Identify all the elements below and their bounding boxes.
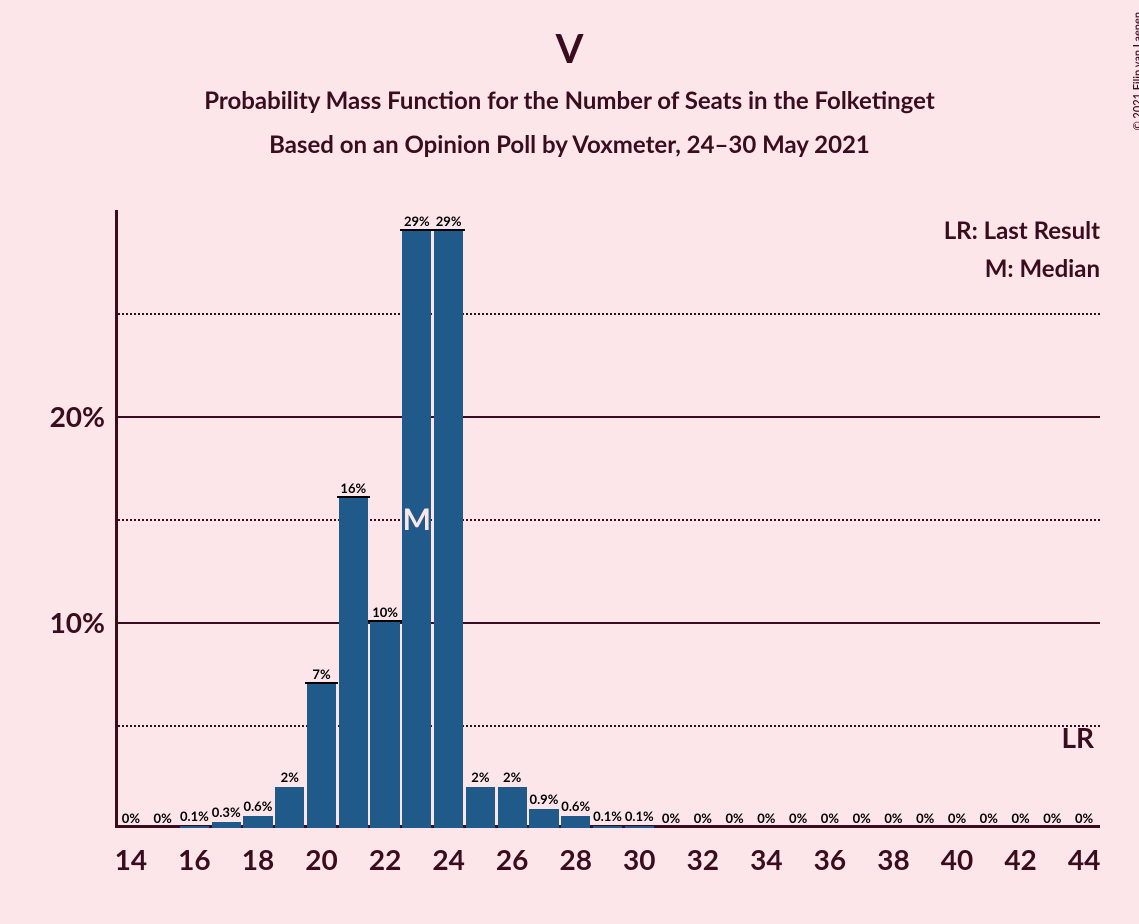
x-axis-tick-label: 22 [369,828,401,876]
bar-value-label: 0% [154,810,172,828]
bar: 10% [370,622,399,828]
bar-value-label: 0% [789,810,807,828]
bar-value-label: 0% [1075,810,1093,828]
bar-value-label: 0% [948,810,966,828]
bar-value-label: 2% [503,769,521,787]
bar-value-label: 0% [757,810,775,828]
gridline [115,313,1100,315]
x-axis-tick-label: 26 [496,828,528,876]
x-axis-tick-label: 34 [750,828,782,876]
x-axis-tick-label: 24 [432,828,464,876]
bar-value-label: 0% [1043,810,1061,828]
gridline [115,622,1100,624]
bar-value-label: 2% [281,769,299,787]
x-axis-tick-label: 30 [623,828,655,876]
bar-top-underline [337,496,370,498]
bar: 0.1% [180,826,209,828]
bar: 0.1% [593,826,622,828]
bar: 0.3% [212,822,241,828]
bar-value-label: 0% [821,810,839,828]
last-result-marker: LR [1061,720,1094,754]
y-axis-tick-label: 20% [50,399,115,433]
gridline [115,519,1100,521]
title-main-text: V [556,24,584,72]
x-axis-tick-label: 18 [242,828,274,876]
bar-value-label: 0.9% [530,791,559,809]
legend-lr: LR: Last Result [944,216,1100,245]
bar: 0.6% [243,816,272,828]
bar-top-underline [368,620,401,622]
bar-value-label: 0.6% [244,798,273,816]
x-axis-tick-label: 20 [305,828,337,876]
bar-value-label: 0% [662,810,680,828]
bar: 29% [434,231,463,828]
x-axis-tick-label: 32 [687,828,719,876]
chart-subtitle-2: Based on an Opinion Poll by Voxmeter, 24… [0,130,1139,159]
bar-value-label: 0.1% [625,808,654,826]
bar-value-label: 0% [725,810,743,828]
bar-value-label: 0% [853,810,871,828]
bar-value-label: 0.3% [212,804,241,822]
bar: 2% [466,787,495,828]
gridline [115,416,1100,418]
plot-area: LR: Last Result M: Median 10%20%14161820… [115,210,1100,828]
bar-value-label: 0% [980,810,998,828]
bar-top-underline [305,682,338,684]
bar-value-label: 0% [916,810,934,828]
chart-title-main: V [0,24,1139,72]
x-axis-tick-label: 42 [1004,828,1036,876]
subtitle1-text: Probability Mass Function for the Number… [204,86,935,115]
bar: 2% [275,787,304,828]
bar: 2% [498,787,527,828]
bar-value-label: 0% [694,810,712,828]
bar: 0.9% [529,809,558,828]
bar-value-label: 0.1% [180,808,209,826]
bar: 0.6% [561,816,590,828]
median-marker: M [403,501,431,537]
bar-value-label: 0.6% [561,798,590,816]
copyright-text: © 2021 Filip van Laenen [1131,12,1139,130]
bar: 16% [339,498,368,828]
x-axis-tick-label: 44 [1068,828,1100,876]
x-axis-tick-label: 38 [877,828,909,876]
gridline [115,725,1100,727]
bar-value-label: 0% [122,810,140,828]
bar-top-underline [432,229,465,231]
bar-value-label: 2% [471,769,489,787]
bar: 0.1% [625,826,654,828]
legend-m: M: Median [985,254,1100,283]
y-axis-tick-label: 10% [50,605,115,639]
x-axis-tick-label: 16 [178,828,210,876]
x-axis-tick-label: 36 [814,828,846,876]
bar-top-underline [400,229,433,231]
x-axis-tick-label: 14 [115,828,147,876]
x-axis-tick-label: 28 [559,828,591,876]
bar-value-label: 0.1% [593,808,622,826]
bar-value-label: 0% [884,810,902,828]
x-axis-tick-label: 40 [941,828,973,876]
bar: 7% [307,684,336,828]
chart-subtitle-1: Probability Mass Function for the Number… [0,86,1139,115]
bar-value-label: 0% [1011,810,1029,828]
subtitle2-text: Based on an Opinion Poll by Voxmeter, 24… [269,130,870,159]
